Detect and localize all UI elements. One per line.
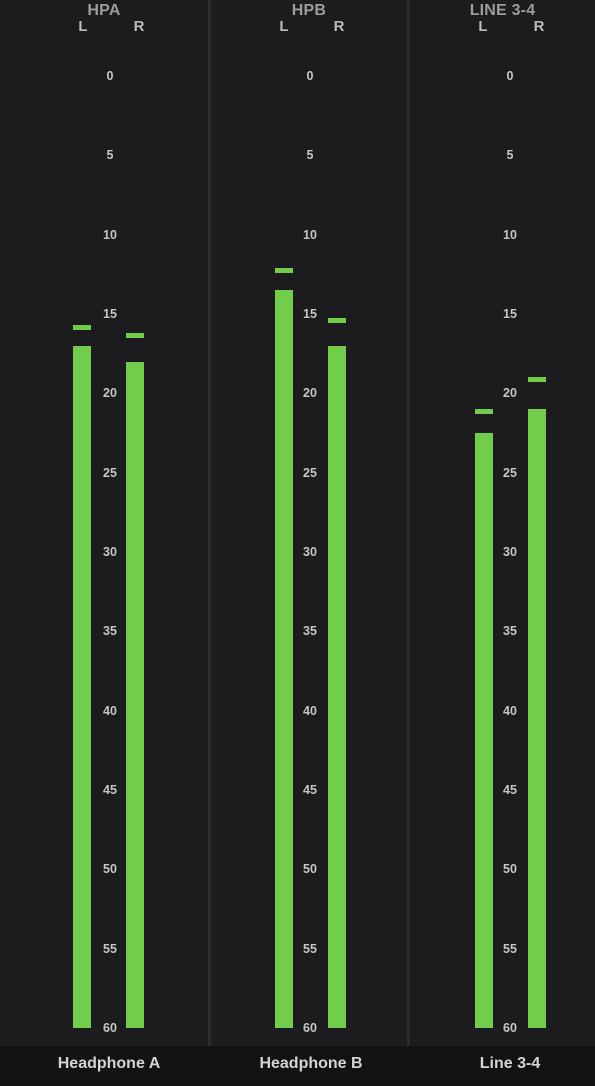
strip-divider <box>208 0 211 1046</box>
scale-tick-label: 55 <box>103 941 117 956</box>
right-peak-marker <box>328 318 346 324</box>
scale-tick-label: 35 <box>103 624 117 639</box>
scale-tick-label: 50 <box>103 862 117 877</box>
right-channel-label: R <box>133 18 145 35</box>
left-channel-label: L <box>478 18 488 35</box>
scale-tick-label: 0 <box>306 69 314 83</box>
right-channel-label: R <box>533 18 545 35</box>
left-channel-label: L <box>78 18 88 35</box>
scale-tick-label: 55 <box>503 941 517 956</box>
scale-tick-label: 15 <box>303 307 317 321</box>
scale-tick-label: 50 <box>503 862 517 877</box>
right-peak-marker <box>126 332 144 338</box>
scale-tick-label: 55 <box>303 941 317 956</box>
scale-tick-label: 25 <box>103 465 117 480</box>
channel-name: Headphone B <box>259 1055 363 1072</box>
scale-tick-label: 40 <box>103 703 117 718</box>
scale-tick-label: 20 <box>103 386 117 401</box>
scale-tick-label: 5 <box>506 148 514 163</box>
scale-tick-label: 45 <box>503 783 517 797</box>
left-peak-marker <box>275 267 293 273</box>
scale-tick-label: 30 <box>103 545 117 559</box>
scale-tick-label: 60 <box>303 1021 317 1035</box>
scale-tick-label: 45 <box>303 783 317 797</box>
scale-tick-label: 30 <box>503 545 517 559</box>
scale-tick-label: 15 <box>103 307 117 321</box>
scale-tick-label: 0 <box>106 69 114 83</box>
scale-tick-label: 20 <box>303 386 317 401</box>
left-peak-marker <box>475 408 493 414</box>
channel-strip-hpa <box>0 0 208 1086</box>
right-channel-label: R <box>333 18 345 35</box>
scale-tick-label: 10 <box>303 227 317 242</box>
channel-title: HPB <box>291 2 327 19</box>
scale-tick-label: 5 <box>306 148 314 163</box>
scale-tick-label: 25 <box>503 465 517 480</box>
scale-tick-label: 35 <box>303 624 317 639</box>
channel-title: HPA <box>87 2 121 19</box>
scale-tick-label: 10 <box>103 227 117 242</box>
channel-name: Headphone A <box>57 1055 161 1072</box>
scale-tick-label: 35 <box>503 624 517 639</box>
channel-name-footer <box>0 1046 595 1086</box>
channel-strip-hpb <box>211 0 407 1086</box>
left-peak-marker <box>73 324 91 330</box>
strip-divider <box>407 0 410 1046</box>
channel-name: Line 3-4 <box>479 1055 541 1072</box>
scale-tick-label: 10 <box>503 227 517 242</box>
right-level-bar <box>528 409 546 1028</box>
scale-tick-label: 60 <box>503 1021 517 1035</box>
scale-tick-label: 30 <box>303 545 317 559</box>
scale-tick-label: 25 <box>303 465 317 480</box>
scale-tick-label: 15 <box>503 307 517 321</box>
scale-tick-label: 45 <box>103 783 117 797</box>
scale-tick-label: 40 <box>503 703 517 718</box>
scale-tick-label: 0 <box>506 69 514 83</box>
scale-tick-label: 20 <box>503 386 517 401</box>
scale-tick-label: 40 <box>303 703 317 718</box>
left-level-bar <box>275 290 293 1028</box>
left-level-bar <box>475 433 493 1028</box>
channel-strip-line34 <box>410 0 595 1086</box>
right-peak-marker <box>528 377 546 383</box>
right-level-bar <box>328 345 346 1028</box>
right-level-bar <box>126 361 144 1028</box>
channel-title: LINE 3-4 <box>469 2 536 19</box>
left-level-bar <box>73 345 91 1028</box>
left-channel-label: L <box>279 18 289 35</box>
scale-tick-label: 60 <box>103 1021 117 1035</box>
scale-tick-label: 50 <box>303 862 317 877</box>
scale-tick-label: 5 <box>106 148 114 163</box>
